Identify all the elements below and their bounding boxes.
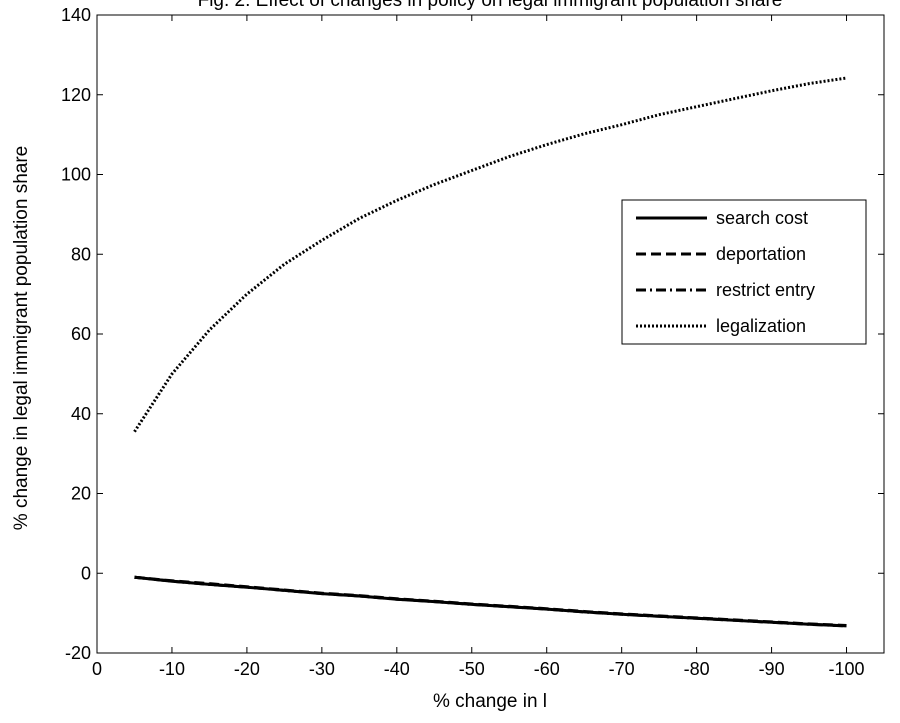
y-axis-label: % change in legal immigrant population s… bbox=[11, 146, 32, 530]
legend-label: restrict entry bbox=[716, 280, 815, 300]
x-tick-label: -90 bbox=[759, 659, 785, 679]
y-tick-label: 0 bbox=[81, 563, 91, 583]
chart-title: Fig. 2: Effect of changes in policy on l… bbox=[198, 0, 783, 11]
legend-label: search cost bbox=[716, 208, 808, 228]
legend-label: deportation bbox=[716, 244, 806, 264]
y-tick-label: 40 bbox=[71, 404, 91, 424]
x-tick-label: -10 bbox=[159, 659, 185, 679]
legend-label: legalization bbox=[716, 316, 806, 336]
x-tick-label: -40 bbox=[384, 659, 410, 679]
x-tick-label: -30 bbox=[309, 659, 335, 679]
x-tick-label: 0 bbox=[92, 659, 102, 679]
y-tick-label: -20 bbox=[65, 643, 91, 663]
legend: search cost deportation restrict entry lega… bbox=[621, 199, 867, 345]
legend-box bbox=[621, 199, 867, 345]
y-tick-label: 80 bbox=[71, 244, 91, 264]
x-axis-ticks: 0 -10 -20 -30 -40 -50 -60 -70 -80 -90 -100 bbox=[92, 15, 865, 679]
y-tick-label: 140 bbox=[61, 5, 91, 25]
x-tick-label: -50 bbox=[459, 659, 485, 679]
x-tick-label: -20 bbox=[234, 659, 260, 679]
series-line-restrict-entry bbox=[134, 575, 847, 628]
series-line-legalization bbox=[133, 76, 847, 433]
series-layer bbox=[133, 76, 847, 628]
x-tick-label: -80 bbox=[684, 659, 710, 679]
y-tick-label: 100 bbox=[61, 165, 91, 185]
y-tick-label: 120 bbox=[61, 85, 91, 105]
y-axis-ticks: -20 0 20 40 60 80 100 120 140 bbox=[61, 5, 884, 663]
x-tick-label: -60 bbox=[534, 659, 560, 679]
x-axis-label: % change in l bbox=[433, 691, 547, 712]
x-tick-label: -70 bbox=[609, 659, 635, 679]
y-tick-label: 20 bbox=[71, 484, 91, 504]
x-tick-label: -100 bbox=[829, 659, 865, 679]
y-tick-label: 60 bbox=[71, 324, 91, 344]
